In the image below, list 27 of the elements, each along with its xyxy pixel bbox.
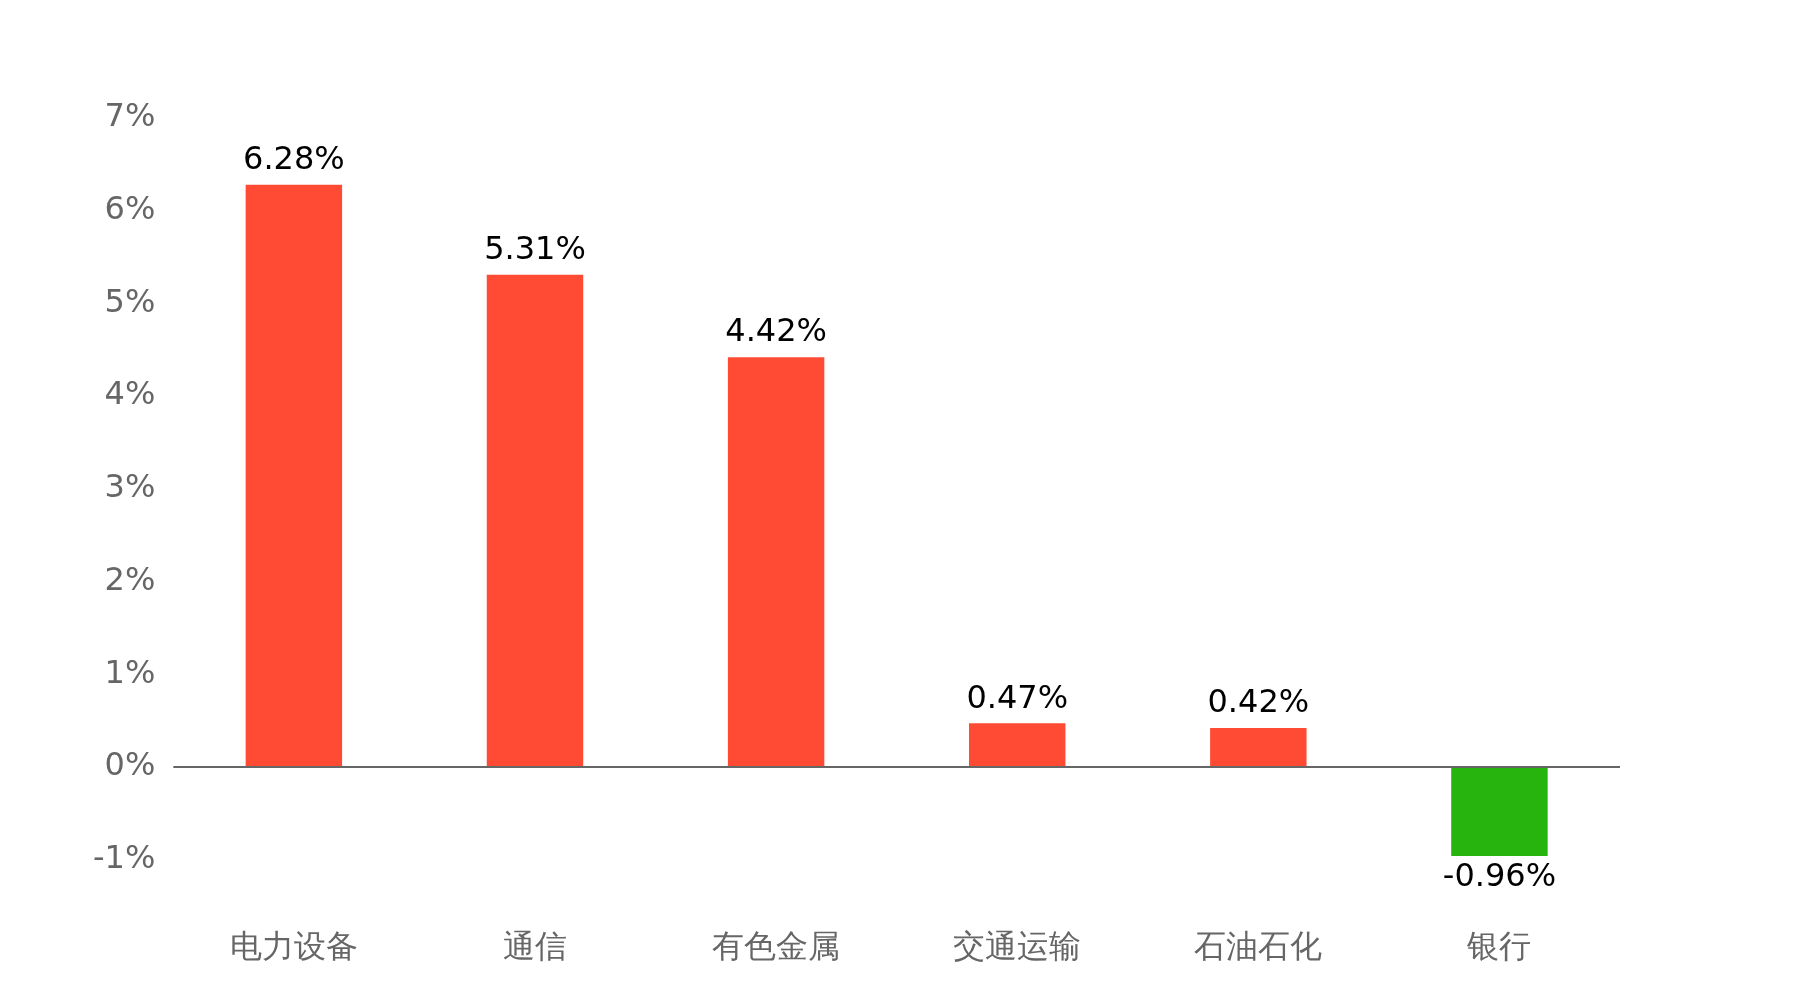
y-tick-label: 1% bbox=[104, 652, 156, 691]
x-tick-label: 交通运输 bbox=[953, 927, 1082, 966]
data-label: 0.42% bbox=[1207, 682, 1310, 721]
bar bbox=[1210, 727, 1307, 767]
y-tick-label: 5% bbox=[104, 281, 156, 320]
bar bbox=[727, 357, 825, 767]
y-tick-label: 3% bbox=[104, 467, 156, 506]
y-tick-label: 2% bbox=[104, 559, 156, 598]
y-tick-label: 0% bbox=[104, 745, 156, 784]
data-label: 4.42% bbox=[725, 311, 827, 350]
x-tick-label: 通信 bbox=[502, 927, 567, 966]
y-tick-label: -1% bbox=[93, 837, 156, 876]
data-label: 6.28% bbox=[243, 139, 345, 178]
bar bbox=[1451, 766, 1548, 856]
y-tick-label: 4% bbox=[104, 374, 156, 413]
y-tick-label: 6% bbox=[104, 189, 156, 228]
y-tick-label: 7% bbox=[104, 96, 156, 135]
bar bbox=[486, 274, 584, 767]
data-label: 0.47% bbox=[966, 677, 1069, 716]
bar bbox=[968, 723, 1066, 767]
x-tick-label: 有色金属 bbox=[712, 927, 841, 966]
data-label: -0.96% bbox=[1442, 856, 1557, 895]
bar bbox=[245, 184, 343, 767]
data-label: 5.31% bbox=[484, 228, 586, 267]
x-tick-label: 银行 bbox=[1466, 927, 1532, 966]
x-tick-label: 石油石化 bbox=[1194, 927, 1323, 966]
x-tick-label: 电力设备 bbox=[229, 927, 358, 966]
